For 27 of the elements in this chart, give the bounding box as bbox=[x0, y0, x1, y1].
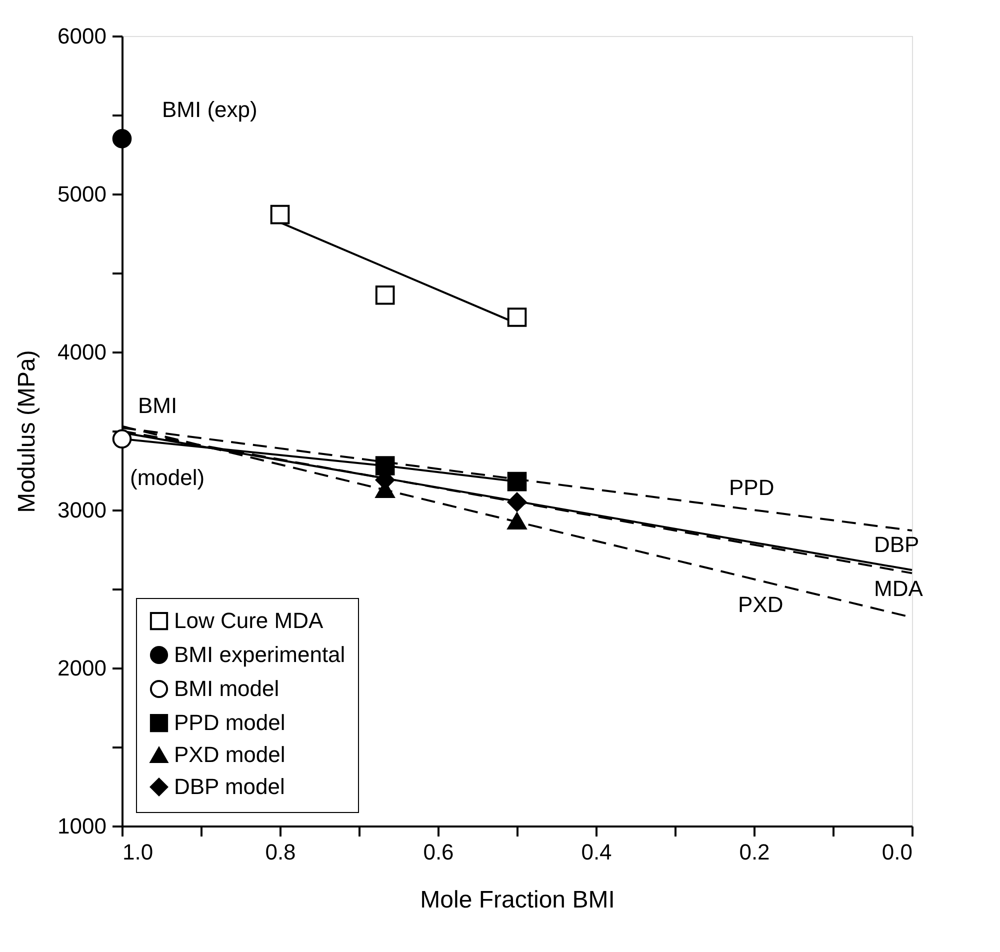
x-tick-label: 0.4 bbox=[581, 840, 612, 864]
legend-label: PXD model bbox=[174, 742, 286, 767]
x-axis-title: Mole Fraction BMI bbox=[420, 886, 615, 914]
y-tick-label: 4000 bbox=[58, 340, 106, 364]
annotation: MDA bbox=[874, 576, 924, 601]
annotation: BMI bbox=[138, 393, 178, 418]
annotation: PPD bbox=[729, 475, 774, 500]
y-tick-label: 2000 bbox=[58, 656, 106, 680]
x-tick-label: 0.0 bbox=[882, 840, 912, 864]
y-axis-title: Modulus (MPa) bbox=[14, 350, 41, 513]
x-tick-label: 0.2 bbox=[739, 840, 770, 864]
legend-label: BMI experimental bbox=[174, 642, 346, 667]
y-tick-label: 6000 bbox=[58, 24, 106, 48]
legend-label: Low Cure MDA bbox=[174, 608, 324, 633]
legend-label: DBP model bbox=[174, 774, 285, 799]
annotation: DBP bbox=[874, 532, 920, 557]
legend-label: PPD model bbox=[174, 710, 286, 735]
x-tick-label: 1.0 bbox=[122, 840, 154, 864]
legend-label: BMI model bbox=[174, 676, 280, 701]
annotation: (model) bbox=[130, 465, 205, 490]
annotation: PXD bbox=[738, 592, 784, 617]
y-tick-label: 3000 bbox=[58, 498, 106, 522]
y-tick-label: 1000 bbox=[58, 814, 106, 838]
y-tick-label: 5000 bbox=[58, 182, 106, 206]
x-tick-label: 0.8 bbox=[265, 840, 296, 864]
annotation: BMI (exp) bbox=[162, 97, 258, 122]
x-tick-label: 0.6 bbox=[423, 840, 454, 864]
